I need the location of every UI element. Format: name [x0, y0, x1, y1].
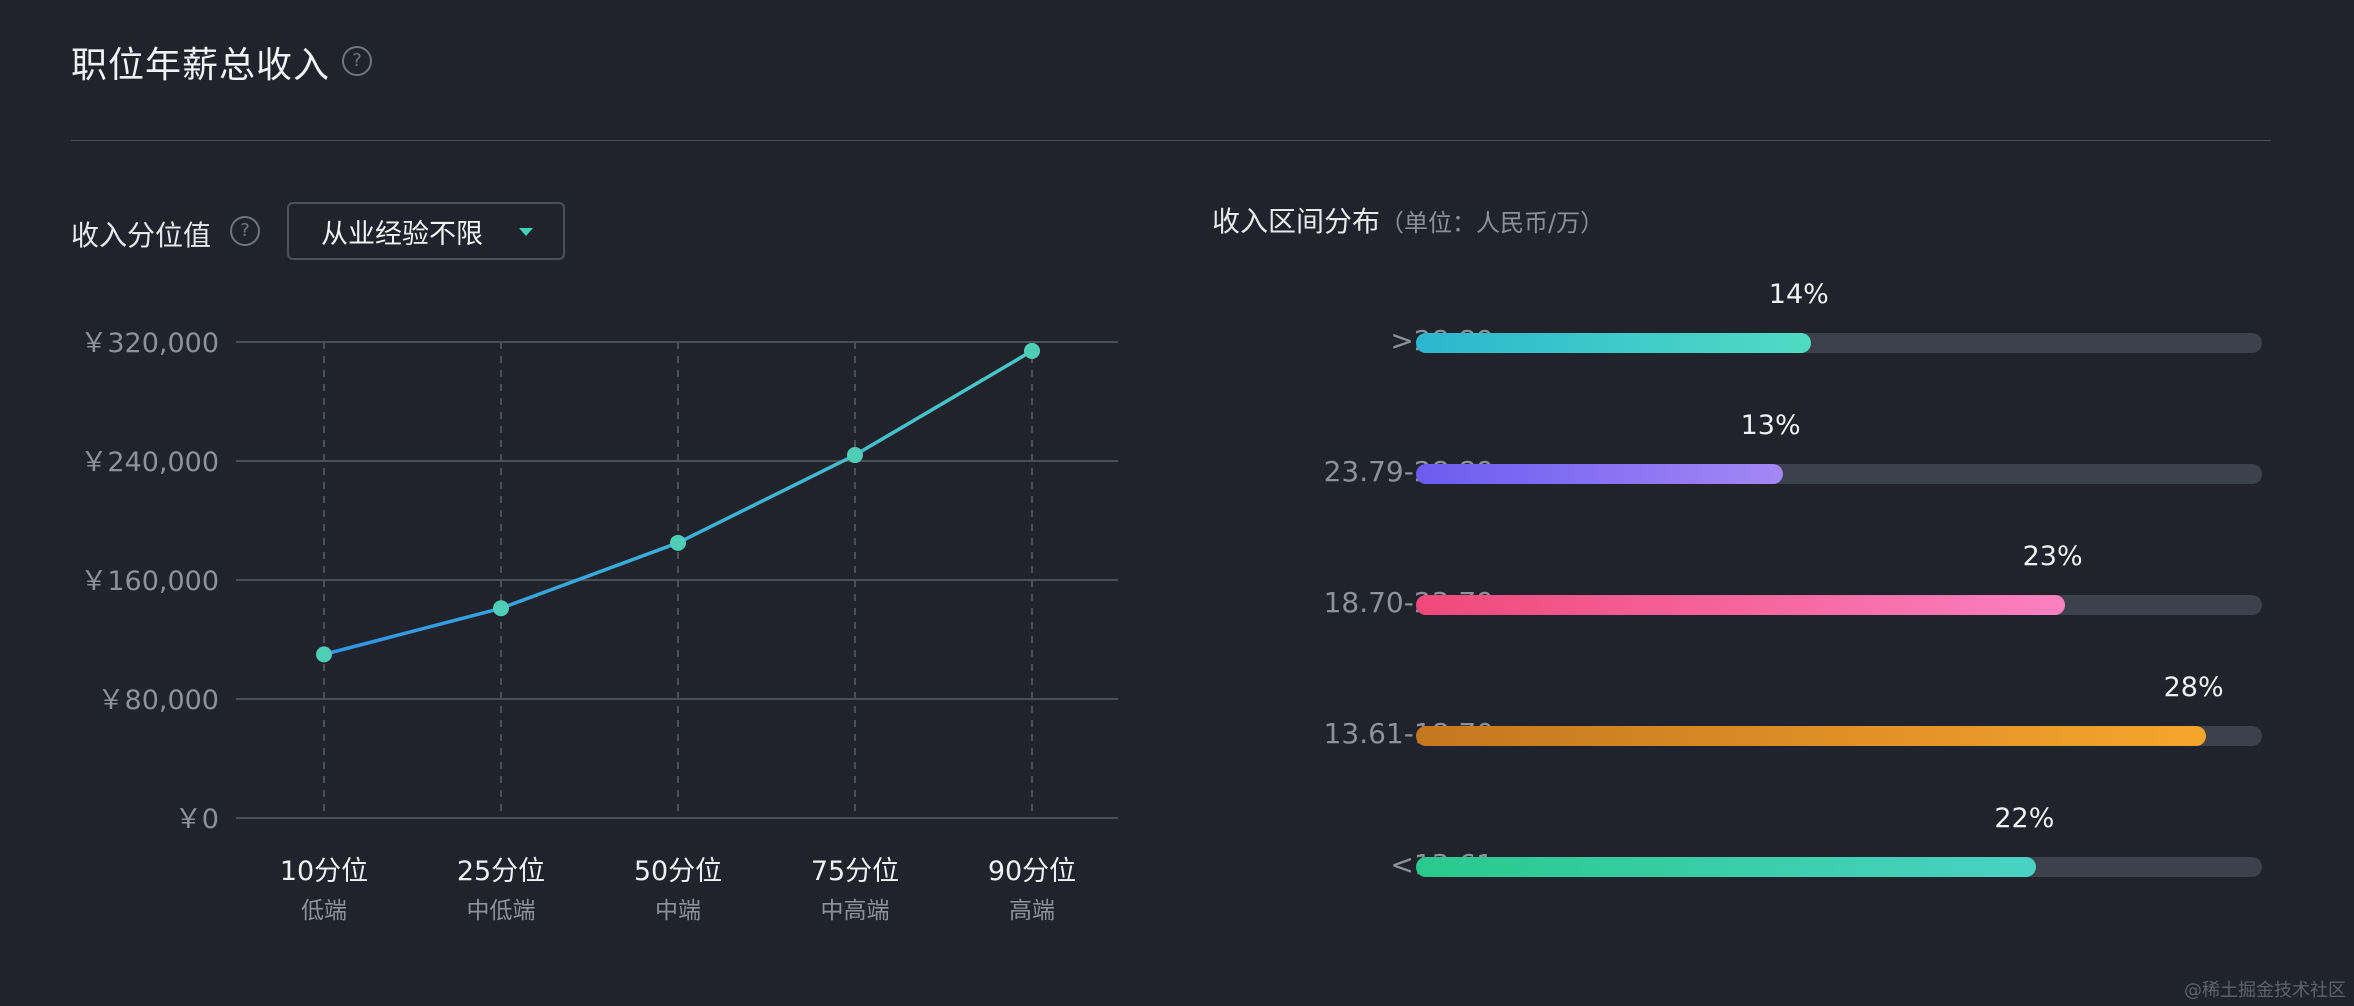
- x-category-sublabel: 中高端: [821, 898, 890, 924]
- caret-down-icon: [519, 228, 533, 236]
- bar-value-label: 22%: [1994, 803, 2055, 834]
- x-category-sublabel: 中低端: [467, 898, 536, 924]
- y-tick-label: ￥0: [175, 804, 219, 835]
- x-category-label: 90分位: [988, 856, 1076, 887]
- bar-track: 28%: [1416, 672, 2262, 746]
- distribution-title-text: 收入区间分布: [1212, 205, 1381, 238]
- bar-value-label: 23%: [2022, 541, 2083, 572]
- y-tick-label: ￥240,000: [80, 447, 219, 478]
- bar-track: 13%: [1416, 410, 2262, 484]
- y-tick-label: ￥160,000: [80, 566, 219, 597]
- data-point: [1024, 342, 1040, 359]
- distribution-unit-note: （单位：人民币/万）: [1380, 209, 1605, 237]
- percentile-section-label: 收入分位值: [71, 219, 212, 252]
- y-tick-labels: ￥0 ￥80,000 ￥160,000 ￥240,000 ￥320,000: [80, 328, 219, 835]
- header-divider: [71, 140, 2271, 141]
- bar-row: <13.6122%: [1160, 803, 2270, 885]
- x-category-sublabel: 高端: [1009, 898, 1055, 924]
- percentile-line-chart: ￥0 ￥80,000 ￥160,000 ￥240,000 ￥320,000 10分位低端…: [80, 328, 1118, 924]
- data-point: [493, 600, 509, 617]
- bar-fill: [1416, 333, 1811, 353]
- distribution-title: 收入区间分布（单位：人民币/万）: [1212, 200, 1604, 240]
- x-grid: [323, 342, 1033, 818]
- experience-dropdown[interactable]: 从业经验不限: [287, 202, 565, 260]
- x-category-label: 75分位: [811, 856, 899, 887]
- bar-fill: [1416, 726, 2206, 746]
- bar-row: 13.61-18.70 28%: [1160, 672, 2270, 754]
- watermark: @稀土掘金技术社区: [2184, 980, 2346, 1001]
- data-point: [316, 646, 332, 663]
- x-category-label: 25分位: [457, 856, 545, 887]
- bar-row: >28.8914%: [1160, 279, 2270, 361]
- y-tick-label: ￥80,000: [98, 685, 219, 716]
- help-icon[interactable]: ?: [342, 46, 372, 76]
- bar-track: 22%: [1416, 803, 2262, 877]
- bar-value-label: 13%: [1740, 410, 1801, 441]
- x-category-label: 50分位: [634, 856, 722, 887]
- x-category-label: 10分位: [280, 856, 368, 887]
- bar-value-label: 28%: [2163, 672, 2224, 703]
- experience-dropdown-value: 从业经验不限: [321, 218, 483, 250]
- page-title: 职位年薪总收入: [71, 45, 331, 86]
- data-point: [670, 534, 686, 551]
- bar-track: 14%: [1416, 279, 2262, 353]
- bar-row: 18.70-23.79 23%: [1160, 541, 2270, 623]
- percentile-help-icon[interactable]: ?: [230, 216, 260, 246]
- bar-fill: [1416, 464, 1783, 484]
- line-series: [316, 342, 1040, 663]
- bar-fill: [1416, 857, 2037, 877]
- x-category-sublabel: 中端: [655, 898, 701, 924]
- data-point: [847, 447, 863, 464]
- y-tick-label: ￥320,000: [80, 328, 219, 359]
- x-category-sublabel: 低端: [301, 898, 347, 924]
- bar-fill: [1416, 595, 2065, 615]
- bar-track: 23%: [1416, 541, 2262, 615]
- bar-value-label: 14%: [1768, 279, 1829, 310]
- bar-row: 23.79-28.89 13%: [1160, 410, 2270, 492]
